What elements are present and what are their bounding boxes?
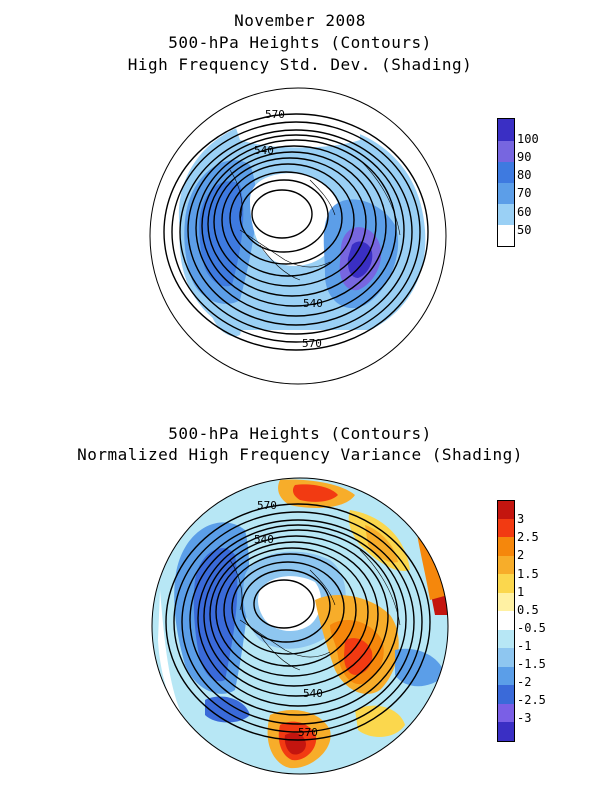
colorbar2-swatch-11 bbox=[497, 703, 515, 723]
colorbar1-label-70: 70 bbox=[517, 186, 532, 200]
colorbar2-label-neg1.5: -1.5 bbox=[517, 657, 546, 671]
colorbar2-swatch-10 bbox=[497, 685, 515, 704]
colorbar2-label-1: 1 bbox=[517, 585, 525, 599]
colorbar2-swatch-8 bbox=[497, 648, 515, 667]
map1-contour-label-2: 540 bbox=[254, 144, 274, 157]
colorbar1-label-90: 90 bbox=[517, 150, 532, 164]
colorbar2-swatch-7 bbox=[497, 629, 515, 649]
colorbar2-label-1.5: 1.5 bbox=[517, 567, 539, 581]
map2-contour-label-1: 570 bbox=[257, 499, 277, 512]
colorbar2-label-2: 2 bbox=[517, 548, 525, 562]
map2-polar-plot: 570 540 540 570 bbox=[151, 477, 449, 775]
colorbar2-label-2.5: 2.5 bbox=[517, 530, 539, 544]
colorbar2-label-neg1: -1 bbox=[517, 639, 532, 653]
colorbar1-swatch-60 bbox=[497, 204, 515, 225]
colorbar2-label-neg2: -2 bbox=[517, 675, 532, 689]
colorbar1-swatch-100 bbox=[497, 118, 515, 141]
colorbar2-label-neg2.5: -2.5 bbox=[517, 693, 546, 707]
colorbar2-swatch-0 bbox=[497, 500, 515, 520]
map1-title-date: November 2008 bbox=[234, 11, 366, 30]
colorbar2-label-3: 3 bbox=[517, 512, 525, 526]
colorbar1-swatch-90 bbox=[497, 141, 515, 162]
colorbar2-swatch-2 bbox=[497, 537, 515, 556]
colorbar2-swatch-9 bbox=[497, 666, 515, 686]
map1-contour-label-3: 540 bbox=[303, 297, 323, 310]
colorbar1-swatch-80 bbox=[497, 162, 515, 183]
map2-title-heights: 500-hPa Heights (Contours) bbox=[168, 424, 432, 443]
colorbar2-swatch-5 bbox=[497, 592, 515, 612]
map1-coastlines bbox=[229, 159, 401, 281]
colorbar2-swatch-1 bbox=[497, 518, 515, 538]
map1-contour-label-1: 570 bbox=[265, 108, 285, 121]
colorbar2-label-0.5: 0.5 bbox=[517, 603, 539, 617]
map2-coastlines bbox=[229, 549, 401, 671]
map1-polar-plot: 570 540 540 570 bbox=[149, 87, 447, 385]
colorbar2-label-neg3: -3 bbox=[517, 711, 532, 725]
colorbar1-label-50: 50 bbox=[517, 223, 532, 237]
map2-contour-label-4: 570 bbox=[298, 726, 318, 739]
map1-title-heights: 500-hPa Heights (Contours) bbox=[168, 33, 432, 52]
colorbar1-label-80: 80 bbox=[517, 168, 532, 182]
colorbar1-swatch-50 bbox=[497, 225, 515, 247]
colorbar2-swatch-4 bbox=[497, 574, 515, 593]
map1-contour-label-4: 570 bbox=[302, 337, 322, 350]
map2-title-shading: Normalized High Frequency Variance (Shad… bbox=[77, 445, 523, 464]
map2-contour-label-2: 540 bbox=[254, 533, 274, 546]
map2-height-contours bbox=[165, 503, 431, 741]
colorbar2-label-neg0.5: -0.5 bbox=[517, 621, 546, 635]
colorbar2-swatch-12 bbox=[497, 722, 515, 742]
colorbar2-swatch-6 bbox=[497, 611, 515, 630]
colorbar2-swatch-3 bbox=[497, 555, 515, 575]
map1-height-contours bbox=[163, 113, 429, 351]
colorbar1-label-60: 60 bbox=[517, 205, 532, 219]
colorbar1-label-100: 100 bbox=[517, 132, 539, 146]
map2-contour-label-3: 540 bbox=[303, 687, 323, 700]
map2-shading bbox=[152, 478, 448, 774]
colorbar1-swatch-70 bbox=[497, 183, 515, 204]
map1-title-shading: High Frequency Std. Dev. (Shading) bbox=[127, 55, 473, 74]
